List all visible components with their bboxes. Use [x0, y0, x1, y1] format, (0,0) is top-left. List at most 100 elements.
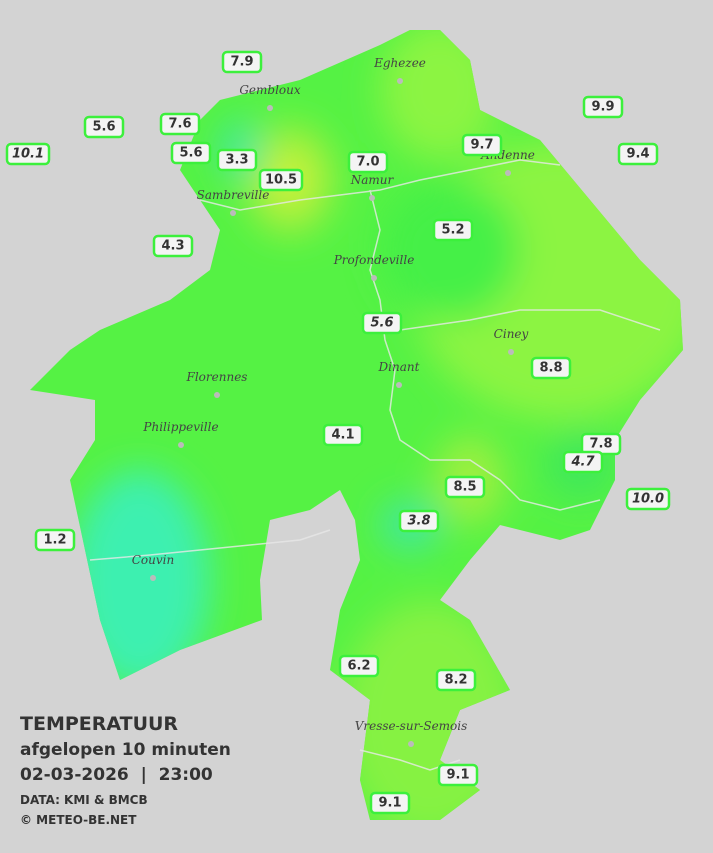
station: 7.8 [580, 432, 622, 456]
station-value: 1.2 [43, 533, 66, 548]
station: 8.5 [444, 475, 486, 499]
city-label: Gembloux [239, 83, 301, 97]
station-value: 5.2 [441, 223, 464, 238]
cities: EghezeeGemblouxAndenneNamurSambrevillePr… [132, 56, 535, 747]
station: 3.3 [216, 148, 258, 172]
station: 7.0 [347, 150, 389, 174]
station-box [625, 487, 671, 511]
station: 9.4 [617, 142, 659, 166]
city-dot [505, 170, 511, 176]
city-dot [369, 195, 375, 201]
station-value: 7.9 [230, 55, 253, 70]
city-dot [371, 275, 377, 281]
station-box [5, 142, 51, 166]
station-value: 7.0 [356, 155, 379, 170]
station-value: 10.1 [12, 147, 44, 162]
station-value: 8.5 [453, 480, 476, 495]
city-dot [397, 78, 403, 84]
station-value: 9.7 [470, 138, 493, 153]
station-box [347, 150, 389, 174]
station-box [398, 509, 440, 533]
legend-block: TEMPERATUUR afgelopen 10 minuten 02-03-2… [20, 713, 231, 827]
station-value: 3.8 [407, 514, 430, 529]
station-box [170, 141, 212, 165]
station-box [83, 115, 125, 139]
station: 9.1 [437, 763, 479, 787]
station-value: 7.8 [589, 437, 612, 452]
station: 1.2 [34, 528, 76, 552]
station-box [216, 148, 258, 172]
station-box [435, 668, 477, 692]
station-box [159, 112, 201, 136]
station: 10.5 [258, 168, 304, 192]
station: 6.2 [338, 654, 380, 678]
station-box [432, 218, 474, 242]
station: 4.3 [152, 234, 194, 258]
station-value: 9.9 [591, 100, 614, 115]
station: 8.8 [530, 356, 572, 380]
station: 8.2 [435, 668, 477, 692]
station-box [34, 528, 76, 552]
city-label: Eghezee [373, 56, 426, 70]
station-box [338, 654, 380, 678]
station: 10.0 [625, 487, 671, 511]
city-label: Ciney [494, 327, 529, 341]
city-label: Florennes [186, 370, 248, 384]
station-value: 4.7 [570, 455, 595, 470]
station-value: 5.6 [370, 316, 393, 331]
station-value: 6.2 [347, 659, 370, 674]
city-dot [214, 392, 220, 398]
station-box [258, 168, 304, 192]
timestamp: 02-03-2026 | 23:00 [20, 765, 213, 785]
city-dot [408, 741, 414, 747]
station-box [152, 234, 194, 258]
city-dot [396, 382, 402, 388]
subtitle: afgelopen 10 minuten [20, 740, 231, 760]
station-box [437, 763, 479, 787]
station-value: 9.1 [446, 768, 469, 783]
station-box [369, 791, 411, 815]
station: 9.7 [461, 133, 503, 157]
station: 9.1 [369, 791, 411, 815]
rivers [89, 159, 661, 771]
station-box [617, 142, 659, 166]
city-dot [178, 442, 184, 448]
station-box [221, 50, 263, 74]
station-box [562, 450, 604, 474]
station-value: 10.5 [265, 173, 297, 188]
source: DATA: KMI & BMCB [20, 793, 148, 807]
station: 7.6 [159, 112, 201, 136]
station-value: 9.1 [378, 796, 401, 811]
city-dot [150, 575, 156, 581]
title: TEMPERATUUR [20, 713, 178, 735]
station: 4.7 [562, 450, 604, 474]
station-box [322, 423, 364, 447]
city-dot [267, 105, 273, 111]
station-box [461, 133, 503, 157]
station-value: 5.6 [179, 146, 202, 161]
city-dot [230, 210, 236, 216]
station: 4.1 [322, 423, 364, 447]
station: 5.2 [432, 218, 474, 242]
city-label: Philippeville [142, 420, 218, 434]
station: 7.9 [221, 50, 263, 74]
station-value: 9.4 [626, 147, 649, 162]
station: 10.1 [5, 142, 51, 166]
station-value: 5.6 [92, 120, 115, 135]
station-value: 8.8 [539, 361, 562, 376]
city-dot [508, 349, 514, 355]
station-box [530, 356, 572, 380]
station: 5.6 [170, 141, 212, 165]
station-box [444, 475, 486, 499]
city-label: Vresse-sur-Semois [355, 719, 468, 733]
station-value: 4.3 [161, 239, 184, 254]
station: 5.6 [83, 115, 125, 139]
station: 3.8 [398, 509, 440, 533]
station-value: 3.3 [225, 153, 248, 168]
stations: 7.9 5.6 7.6 10.1 5.6 3.3 10.5 7.0 9.7 9.9 9.4 4.3 5.… [5, 50, 671, 815]
station-box [582, 95, 624, 119]
city-label: Couvin [132, 553, 174, 567]
city-label: Sambreville [197, 188, 270, 202]
station: 9.9 [582, 95, 624, 119]
